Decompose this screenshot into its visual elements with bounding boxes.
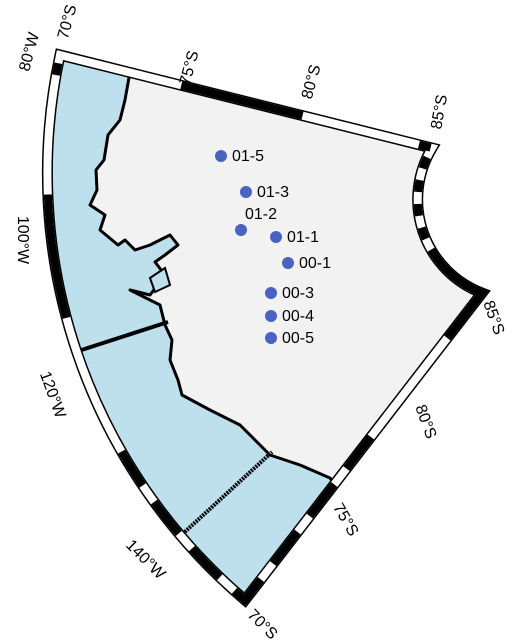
station-label: 01-2 [245, 206, 277, 223]
frame-label: 75°S [329, 501, 361, 540]
station-dot [282, 257, 294, 269]
station-dot [240, 186, 252, 198]
station-label: 01-1 [287, 229, 319, 246]
station-label: 01-3 [257, 184, 289, 201]
station-label: 00-3 [282, 285, 314, 302]
frame-label: 85°S [428, 93, 451, 130]
boundary [65, 320, 169, 357]
frame-label: 70°S [55, 3, 80, 41]
frame-label: 75°S [177, 49, 202, 87]
station-label: 00-4 [282, 308, 314, 325]
station-dot [265, 287, 277, 299]
station-dot [265, 310, 277, 322]
frame-label: 80°S [299, 63, 324, 101]
frame-label: 100°W [14, 216, 31, 265]
frame-label: 80°S [411, 403, 439, 442]
station-dot [265, 332, 277, 344]
frame-label: 80°W [16, 30, 43, 73]
frame-label: 120°W [36, 369, 69, 421]
frame-label: 70°S [244, 606, 281, 641]
station-label: 00-5 [282, 330, 314, 347]
station-dot [270, 231, 282, 243]
station-dot [215, 150, 227, 162]
frame-segments [43, 50, 489, 606]
frame-label: 85°S [479, 299, 507, 338]
station-label: 01-5 [232, 148, 264, 165]
station-label: 00-1 [299, 255, 331, 272]
boundary [174, 450, 274, 542]
station-dot [235, 224, 247, 236]
island [148, 266, 172, 294]
frame-label: 140°W [122, 537, 169, 584]
